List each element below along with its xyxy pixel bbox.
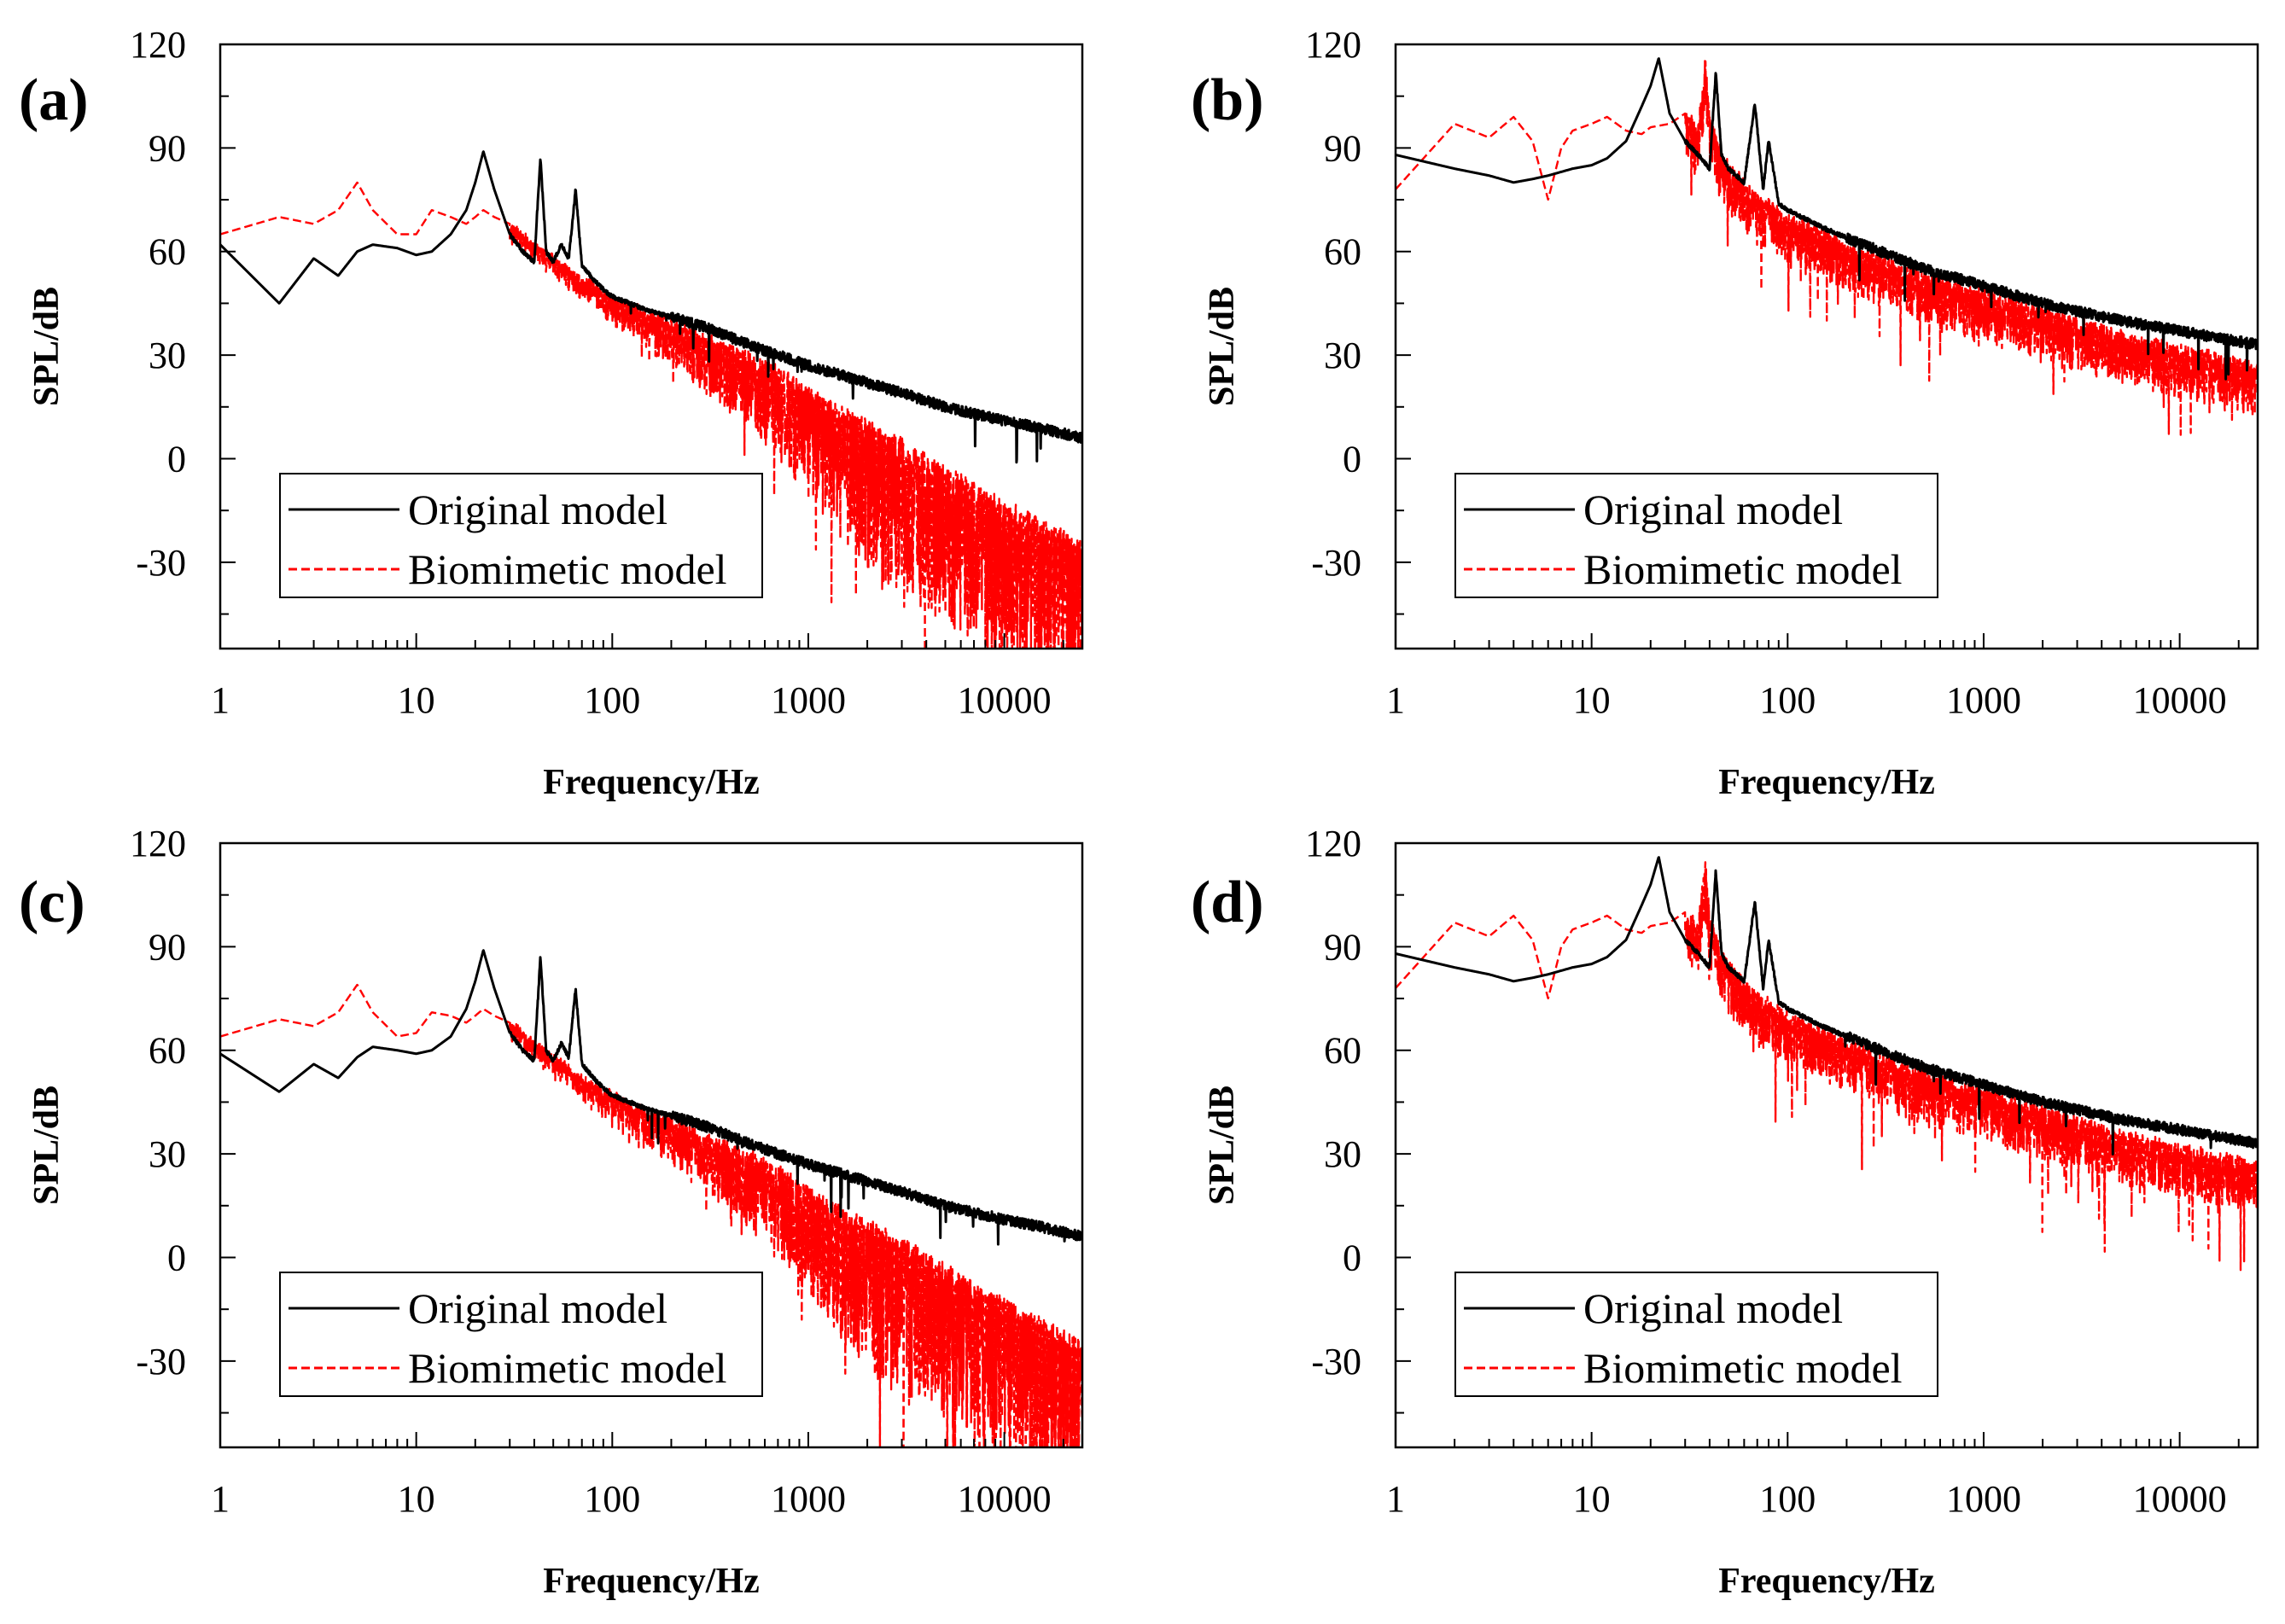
legend: Original model Biomimetic model xyxy=(279,473,763,598)
plot-frame xyxy=(219,43,1084,650)
plot-frame xyxy=(1394,43,2259,650)
panel-0: 120 90 60 30 0 -30 1 10 100 1000 10000 Frequency/Hz… xyxy=(19,24,1084,802)
x-tick-label: 10 xyxy=(1573,1478,1611,1520)
y-tick-label: 120 xyxy=(130,24,186,66)
y-tick-label: 120 xyxy=(130,823,186,864)
panel-1: 120 90 60 30 0 -30 1 10 100 1000 10000 Frequency/Hz… xyxy=(1191,24,2259,802)
legend-box xyxy=(279,473,763,598)
y-tick-label: 90 xyxy=(149,127,186,169)
y-axis-label: SPL/dB xyxy=(27,287,67,406)
y-tick-label: -30 xyxy=(136,542,186,584)
legend-label: Biomimetic model xyxy=(1583,1344,1903,1392)
y-tick-label: 60 xyxy=(1324,231,1361,273)
y-tick-label: 60 xyxy=(149,231,186,273)
x-tick-label: 1000 xyxy=(771,1478,846,1520)
y-tick-label: 90 xyxy=(1324,127,1361,169)
series-biomimetic-line xyxy=(1396,861,2258,1272)
panel-label: (c) xyxy=(19,870,85,935)
x-tick-label: 100 xyxy=(584,679,640,721)
y-tick-label: -30 xyxy=(1311,542,1361,584)
legend-box xyxy=(1454,1272,1938,1397)
panel-3: 120 90 60 30 0 -30 1 10 100 1000 10000 Frequency/Hz… xyxy=(1191,823,2259,1601)
x-tick-label: 1000 xyxy=(771,679,846,721)
legend-box xyxy=(279,1272,763,1397)
x-tick-label: 10 xyxy=(1573,679,1611,721)
panel-label: (a) xyxy=(19,67,89,133)
y-tick-label: 90 xyxy=(149,926,186,968)
x-tick-label: 100 xyxy=(584,1478,640,1520)
y-tick-label: -30 xyxy=(136,1341,186,1382)
x-tick-label: 10000 xyxy=(2133,1478,2227,1520)
x-tick-label: 10000 xyxy=(958,679,1052,721)
x-tick-label: 10000 xyxy=(958,1478,1052,1520)
legend: Original model Biomimetic model xyxy=(1454,1272,1938,1397)
legend-label: Original model xyxy=(408,1284,667,1332)
x-tick-label: 1 xyxy=(211,1478,230,1520)
legend-box xyxy=(1454,473,1938,598)
series-original-line xyxy=(220,150,1082,464)
x-tick-label: 1 xyxy=(1386,679,1405,721)
series-original-line xyxy=(1396,57,2258,381)
y-tick-label: 60 xyxy=(149,1030,186,1072)
series-original-line xyxy=(1396,856,2258,1155)
x-tick-label: 1000 xyxy=(1946,1478,2021,1520)
x-tick-label: 1 xyxy=(1386,1478,1405,1520)
y-tick-label: 0 xyxy=(167,1237,186,1278)
series-biomimetic-line xyxy=(220,181,1082,649)
y-tick-label: 30 xyxy=(1324,1133,1361,1175)
plot-frame xyxy=(219,841,1084,1449)
y-tick-label: 30 xyxy=(149,1133,186,1175)
y-tick-label: 120 xyxy=(1305,823,1361,864)
y-axis-label: SPL/dB xyxy=(1203,287,1242,406)
legend-label: Original model xyxy=(1583,486,1843,533)
y-tick-label: 90 xyxy=(1324,926,1361,968)
legend-label: Original model xyxy=(408,486,667,533)
y-axis-label: SPL/dB xyxy=(1203,1086,1242,1205)
panel-label: (d) xyxy=(1191,870,1264,935)
panel-label: (b) xyxy=(1191,67,1264,133)
x-tick-label: 10 xyxy=(398,679,435,721)
legend-label: Original model xyxy=(1583,1284,1843,1332)
y-tick-label: 0 xyxy=(1343,1237,1361,1278)
y-axis-label: SPL/dB xyxy=(27,1086,67,1205)
panel-2: 120 90 60 30 0 -30 1 10 100 1000 10000 Frequency/Hz… xyxy=(19,823,1084,1601)
series-biomimetic-line xyxy=(1396,60,2258,436)
x-tick-label: 10000 xyxy=(2133,679,2227,721)
y-tick-label: 0 xyxy=(1343,438,1361,480)
x-tick-label: 1000 xyxy=(1946,679,2021,721)
legend-label: Biomimetic model xyxy=(1583,545,1903,593)
x-tick-label: 100 xyxy=(1759,1478,1816,1520)
series-original-line xyxy=(220,949,1082,1246)
plot-frame xyxy=(1394,841,2259,1449)
y-tick-label: 120 xyxy=(1305,24,1361,66)
legend-label: Biomimetic model xyxy=(408,545,727,593)
y-tick-label: 30 xyxy=(149,335,186,376)
x-axis-label: Frequency/Hz xyxy=(543,1562,760,1601)
x-axis-label: Frequency/Hz xyxy=(1718,763,1935,802)
y-tick-label: 30 xyxy=(1324,335,1361,376)
series-biomimetic-line xyxy=(220,983,1082,1447)
x-axis-label: Frequency/Hz xyxy=(1718,1562,1935,1601)
series-group xyxy=(1396,57,2258,436)
legend: Original model Biomimetic model xyxy=(1454,473,1938,598)
series-group xyxy=(220,150,1082,649)
series-group xyxy=(1396,856,2258,1272)
x-tick-label: 10 xyxy=(398,1478,435,1520)
legend: Original model Biomimetic model xyxy=(279,1272,763,1397)
x-tick-label: 1 xyxy=(211,679,230,721)
y-tick-label: -30 xyxy=(1311,1341,1361,1382)
x-tick-label: 100 xyxy=(1759,679,1816,721)
y-tick-label: 0 xyxy=(167,438,186,480)
series-group xyxy=(220,949,1082,1447)
legend-label: Biomimetic model xyxy=(408,1344,727,1392)
y-tick-label: 60 xyxy=(1324,1030,1361,1072)
x-axis-label: Frequency/Hz xyxy=(543,763,760,802)
